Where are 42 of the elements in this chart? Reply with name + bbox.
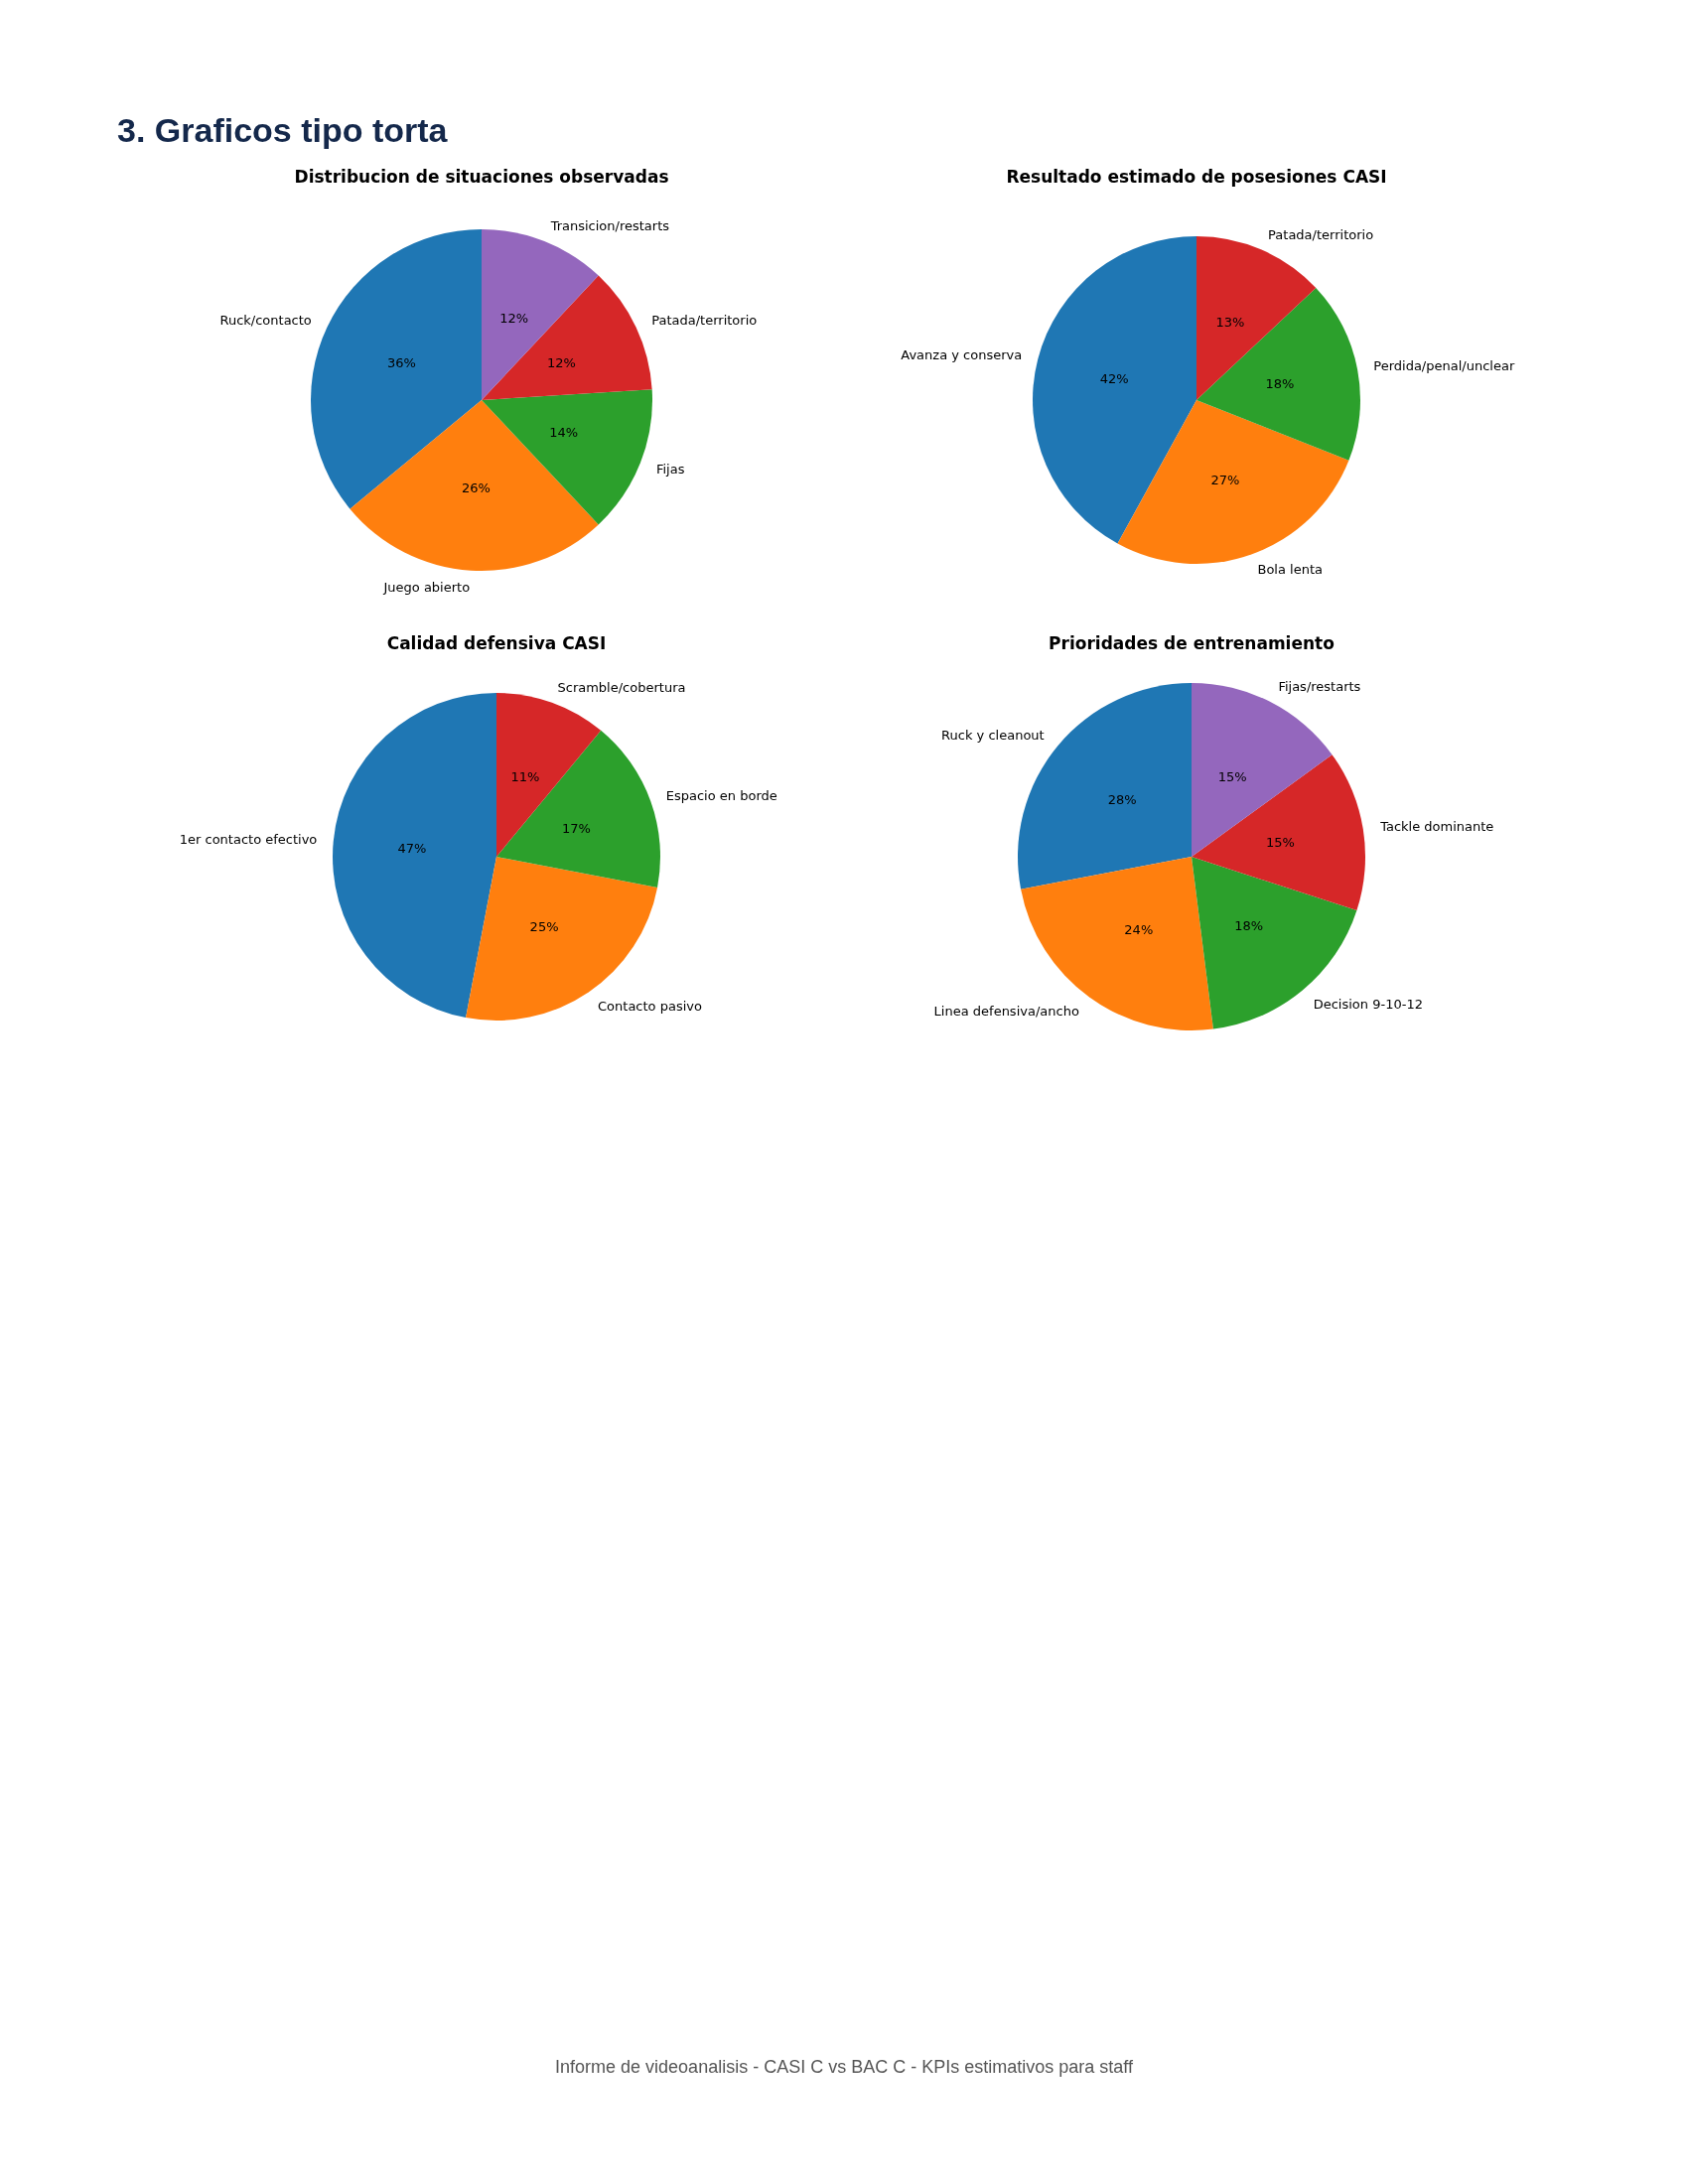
text: 3. Graficos tipo torta	[117, 111, 448, 150]
data-label: 47%	[397, 841, 427, 857]
data-label: 28%	[1107, 791, 1137, 807]
slice-label: Avanza y conserva	[901, 347, 1023, 363]
slice-label: Patada/territorio	[651, 312, 758, 328]
data-label: 42%	[1099, 371, 1129, 387]
slice-label: Tackle dominante	[1379, 819, 1494, 835]
data-label: 13%	[1215, 315, 1245, 331]
chart-title: Distribucion de situaciones observadas	[294, 166, 669, 187]
data-label: 36%	[387, 354, 416, 370]
data-label: 17%	[561, 820, 591, 836]
data-label: 15%	[1265, 835, 1295, 851]
slice-label: Ruck/contacto	[219, 312, 312, 328]
data-label: 15%	[1217, 768, 1247, 784]
slice-label: Juego abierto	[382, 580, 471, 596]
slice-label: Fijas	[655, 462, 685, 478]
data-label: 12%	[499, 310, 529, 326]
data-label: 27%	[1210, 472, 1240, 487]
slice-label: Contacto pasivo	[598, 998, 702, 1014]
chart-title: Prioridades de entrenamiento	[1049, 632, 1335, 653]
data-label: 14%	[549, 425, 579, 441]
text: Informe de videoanalisis - CASI C vs BAC C - KPIs estimativos para staff	[554, 2057, 1134, 2078]
slice-label: Transicion/restarts	[549, 217, 670, 233]
data-label: 25%	[529, 919, 559, 935]
slice-label: Decision 9-10-12	[1313, 996, 1423, 1012]
slice-label: Scramble/cobertura	[557, 679, 686, 695]
data-label: 11%	[510, 769, 540, 785]
slice-label: 1er contacto efectivo	[179, 832, 318, 848]
slice-label: Perdida/penal/unclear	[1373, 358, 1515, 374]
data-label: 24%	[1124, 921, 1154, 937]
slice-label: Fijas/restarts	[1278, 678, 1361, 694]
chart-title: Calidad defensiva CASI	[386, 632, 607, 653]
data-label: 12%	[547, 354, 576, 370]
data-label: 18%	[1234, 918, 1264, 934]
data-label: 26%	[461, 480, 491, 496]
slice-label: Ruck y cleanout	[941, 727, 1045, 743]
slice-label: Patada/territorio	[1268, 226, 1374, 242]
data-label: 18%	[1265, 376, 1295, 392]
slice-label: Bola lenta	[1257, 562, 1323, 578]
chart-title: Resultado estimado de posesiones CASI	[1006, 166, 1387, 187]
slice-label: Espacio en borde	[665, 788, 777, 804]
slice-label: Linea defensiva/ancho	[933, 1004, 1079, 1020]
